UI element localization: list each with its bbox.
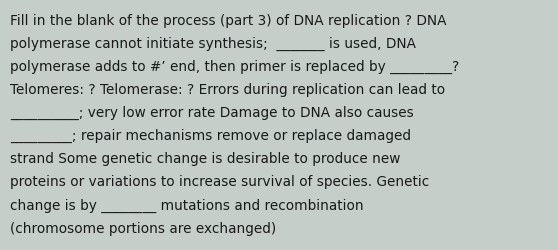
Text: change is by ________ mutations and recombination: change is by ________ mutations and reco… [10,198,364,212]
Text: strand Some genetic change is desirable to produce new: strand Some genetic change is desirable … [10,152,401,166]
Text: Fill in the blank of the process (part 3) of DNA replication ? DNA: Fill in the blank of the process (part 3… [10,14,446,28]
Text: (chromosome portions are exchanged): (chromosome portions are exchanged) [10,221,276,235]
Text: polymerase cannot initiate synthesis;  _______ is used, DNA: polymerase cannot initiate synthesis; __… [10,37,416,51]
Text: proteins or variations to increase survival of species. Genetic: proteins or variations to increase survi… [10,175,429,189]
Text: _________; repair mechanisms remove or replace damaged: _________; repair mechanisms remove or r… [10,129,411,143]
Text: Telomeres: ? Telomerase: ? Errors during replication can lead to: Telomeres: ? Telomerase: ? Errors during… [10,83,445,97]
Text: polymerase adds to #’ end, then primer is replaced by _________?: polymerase adds to #’ end, then primer i… [10,60,459,74]
Text: __________; very low error rate Damage to DNA also causes: __________; very low error rate Damage t… [10,106,414,120]
